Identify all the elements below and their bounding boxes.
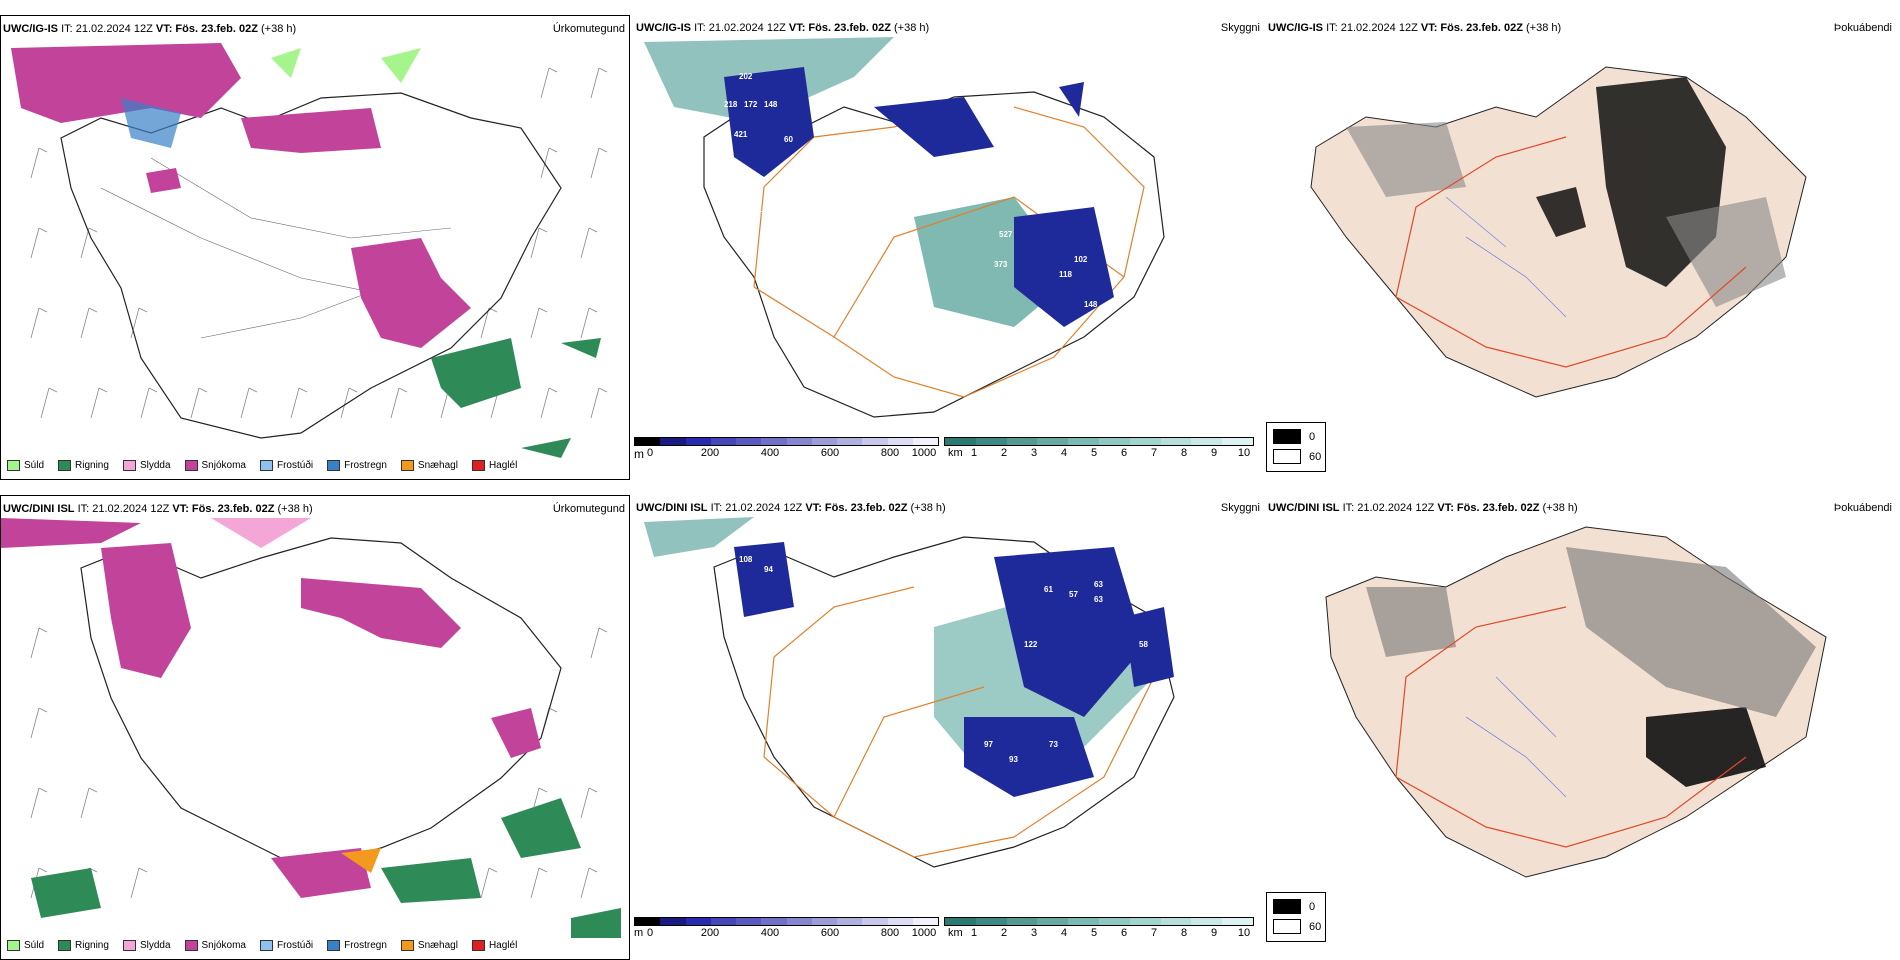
panel-type-label: Skyggni: [1220, 22, 1260, 34]
legend-item: Rigning: [58, 460, 109, 471]
svg-text:94: 94: [899, 260, 908, 269]
panel-type-label: Úrkomutegund: [552, 23, 625, 35]
svg-text:305: 305: [764, 615, 778, 624]
legend-item: Snæhagl: [400, 460, 458, 471]
svg-text:207: 207: [909, 865, 923, 874]
svg-text:55: 55: [984, 590, 993, 599]
precip-legend: Súld Rigning Slydda Snjókoma Frostúði Fr…: [7, 460, 517, 471]
svg-text:102: 102: [1074, 255, 1088, 264]
svg-text:46: 46: [984, 570, 993, 579]
colorbar-km: km 1 2 3 4 5 6 7 8 9 10: [944, 437, 1254, 460]
iceland-coastline: [60, 92, 562, 439]
colorbar-strip: [634, 437, 939, 446]
visibility-map: 108 94 305 168 46 55 61 57 63 63 58 122 …: [644, 517, 1175, 889]
svg-text:118: 118: [1059, 270, 1072, 279]
cloud-map: [1325, 526, 1827, 878]
legend-item: Rigning: [58, 940, 109, 951]
svg-text:172: 172: [744, 100, 758, 109]
precip-panel-row1: UWC/IG-IS IT: 21.02.2024 12Z VT: Fös. 23…: [0, 15, 630, 480]
panel-title: UWC/DINI ISL IT: 21.02.2024 12Z VT: Fös.…: [636, 502, 946, 514]
legend-item: Slydda: [122, 460, 171, 471]
legend-item: Súld: [7, 460, 44, 471]
legend-item: Haglél: [471, 940, 517, 951]
svg-text:421: 421: [734, 130, 748, 139]
svg-text:58: 58: [1139, 640, 1148, 649]
legend-item: Haglél: [471, 460, 517, 471]
panel-type-label: Þokuábendi: [1833, 22, 1892, 34]
visibility-panel-row1: UWC/IG-IS IT: 21.02.2024 12Z VT: Fös. 23…: [634, 15, 1264, 480]
legend-item: Snjókoma: [184, 460, 246, 471]
cloud-panel-row2: UWC/DINI ISL IT: 21.02.2024 12Z VT: Fös.…: [1266, 495, 1896, 960]
svg-text:63: 63: [1094, 580, 1103, 589]
svg-text:60: 60: [784, 135, 793, 144]
svg-text:218: 218: [724, 100, 738, 109]
svg-text:148: 148: [764, 100, 778, 109]
panel-title: UWC/IG-IS IT: 21.02.2024 12Z VT: Fös. 23…: [636, 22, 930, 34]
legend-item: Slydda: [122, 940, 171, 951]
panel-title: UWC/DINI ISL IT: 21.02.2024 12Z VT: Fös.…: [1268, 502, 1578, 514]
svg-text:73: 73: [1049, 740, 1058, 749]
svg-text:71: 71: [764, 205, 773, 214]
svg-text:93: 93: [1009, 755, 1018, 764]
svg-text:63: 63: [1094, 595, 1103, 604]
svg-text:61: 61: [1044, 585, 1053, 594]
colorbar-m: m 0 200 400 600 800 1000: [634, 917, 939, 940]
svg-text:168: 168: [744, 650, 758, 659]
legend-item: Frostregn: [327, 460, 387, 471]
precip-panel-row2: UWC/DINI ISL IT: 21.02.2024 12Z VT: Fös.…: [0, 495, 630, 960]
precip-map: [1, 518, 621, 938]
legend-item: Frostúði: [259, 940, 313, 951]
visibility-map: 202 218 172 148 526 886 421 60 65 101 71…: [644, 37, 1165, 418]
svg-text:94: 94: [764, 565, 773, 574]
visibility-panel-row2: UWC/DINI ISL IT: 21.02.2024 12Z VT: Fös.…: [634, 495, 1264, 960]
panel-type-label: Úrkomutegund: [552, 503, 625, 515]
legend-item: Súld: [7, 940, 44, 951]
legend-item: Frostregn: [327, 940, 387, 951]
legend-item: Frostúði: [259, 460, 313, 471]
panel-title: UWC/IG-IS IT: 21.02.2024 12Z VT: Fös. 23…: [1268, 22, 1562, 34]
svg-text:94: 94: [904, 400, 913, 409]
colorbar-km: km 1 2 3 4 5 6 7 8 9 10: [944, 917, 1254, 940]
snow-areas: [11, 43, 471, 348]
svg-text:527: 527: [999, 230, 1013, 239]
panel-title: UWC/DINI ISL IT: 21.02.2024 12Z VT: Fös.…: [3, 503, 313, 515]
svg-text:57: 57: [1069, 590, 1078, 599]
panel-type-label: Skyggni: [1220, 502, 1260, 514]
precip-map: [11, 43, 608, 458]
precip-legend: Súld Rigning Slydda Snjókoma Frostúði Fr…: [7, 940, 517, 951]
svg-text:84: 84: [884, 720, 893, 729]
cloud-legend: 0 60: [1266, 422, 1326, 472]
panel-title: UWC/IG-IS IT: 21.02.2024 12Z VT: Fös. 23…: [3, 23, 297, 35]
svg-text:148: 148: [1084, 300, 1098, 309]
svg-text:108: 108: [739, 555, 753, 564]
panel-type-label: Þokuábendi: [1833, 502, 1892, 514]
wind-barbs: [30, 67, 608, 419]
svg-text:65: 65: [774, 195, 783, 204]
low-visibility-areas: [724, 67, 1114, 327]
svg-text:97: 97: [984, 740, 993, 749]
colorbar-m: m 0 200 400 600 800 1000: [634, 437, 939, 461]
svg-text:243: 243: [909, 880, 923, 889]
cloud-legend: 0 60: [1266, 892, 1326, 942]
svg-text:202: 202: [739, 72, 753, 81]
svg-text:886: 886: [709, 135, 723, 144]
cloud-map: [1310, 66, 1807, 398]
cloud-panel-row1: UWC/IG-IS IT: 21.02.2024 12Z VT: Fös. 23…: [1266, 15, 1896, 480]
visibility-labels: 202 218 172 148 526 886 421 60 65 101 71…: [709, 72, 1098, 409]
svg-text:526: 526: [709, 115, 723, 124]
legend-item: Snæhagl: [400, 940, 458, 951]
svg-text:122: 122: [1024, 640, 1038, 649]
svg-text:373: 373: [994, 260, 1008, 269]
svg-text:101: 101: [749, 205, 763, 214]
rain-areas: [431, 338, 601, 458]
legend-item: Snjókoma: [184, 940, 246, 951]
